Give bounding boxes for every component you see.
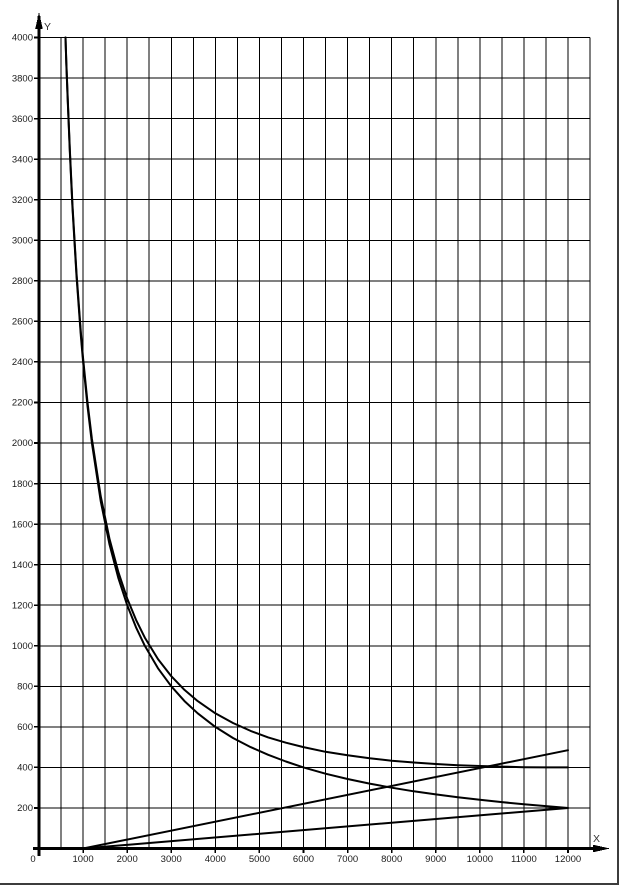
axis-ticks (34, 36, 569, 853)
grid-lines (39, 37, 591, 849)
y-tick-label: 2200 (12, 398, 33, 409)
x-tick-label: 2000 (117, 854, 138, 865)
y-tick-label: 3200 (12, 195, 33, 206)
y-tick-label: 800 (17, 682, 33, 693)
y-tick-label: 4000 (12, 33, 33, 44)
x-tick-label: 0 (30, 854, 35, 865)
y-tick-label: 2000 (12, 438, 33, 449)
x-tick-label: 9000 (425, 854, 446, 865)
y-tick-label: 2800 (12, 276, 33, 287)
curve-steep-line (82, 749, 569, 850)
y-axis-title: Y (44, 21, 51, 33)
y-tick-label: 200 (17, 803, 33, 814)
y-tick-label: 1000 (12, 641, 33, 652)
y-tick-label: 1800 (12, 479, 33, 490)
x-tick-label: 6000 (293, 854, 314, 865)
x-tick-label: 7000 (337, 854, 358, 865)
window-border-bottom (0, 883, 619, 885)
x-tick-label: 1000 (73, 854, 94, 865)
y-tick-label: 1600 (12, 519, 33, 530)
y-tick-label: 2400 (12, 357, 33, 368)
y-tick-label: 3800 (12, 73, 33, 84)
x-tick-label: 4000 (205, 854, 226, 865)
curve-shallow-line (82, 807, 569, 850)
x-tick-label: 10000 (467, 854, 493, 865)
y-tick-label: 400 (17, 763, 33, 774)
y-tick-label: 1200 (12, 600, 33, 611)
window-border-right (617, 0, 619, 884)
y-axis-arrow-icon (35, 12, 43, 29)
y-tick-label: 3000 (12, 235, 33, 246)
x-tick-label: 3000 (161, 854, 182, 865)
x-tick-label: 5000 (249, 854, 270, 865)
y-tick-label: 3600 (12, 114, 33, 125)
x-tick-label: 8000 (381, 854, 402, 865)
y-tick-label: 3400 (12, 154, 33, 165)
y-tick-label: 2600 (12, 317, 33, 328)
x-axis-title: X (593, 833, 600, 845)
tick-labels: 0 1000 2000 3000 4000 5000 6000 7000 8000 9000 100… (12, 33, 581, 865)
curve-hyperbola (64, 36, 569, 809)
x-tick-label: 11000 (511, 854, 537, 865)
curves (64, 36, 569, 850)
y-tick-label: 600 (17, 722, 33, 733)
y-tick-label: 1400 (12, 560, 33, 571)
x-axis-arrow-icon (593, 844, 610, 853)
x-tick-label: 12000 (555, 854, 581, 865)
